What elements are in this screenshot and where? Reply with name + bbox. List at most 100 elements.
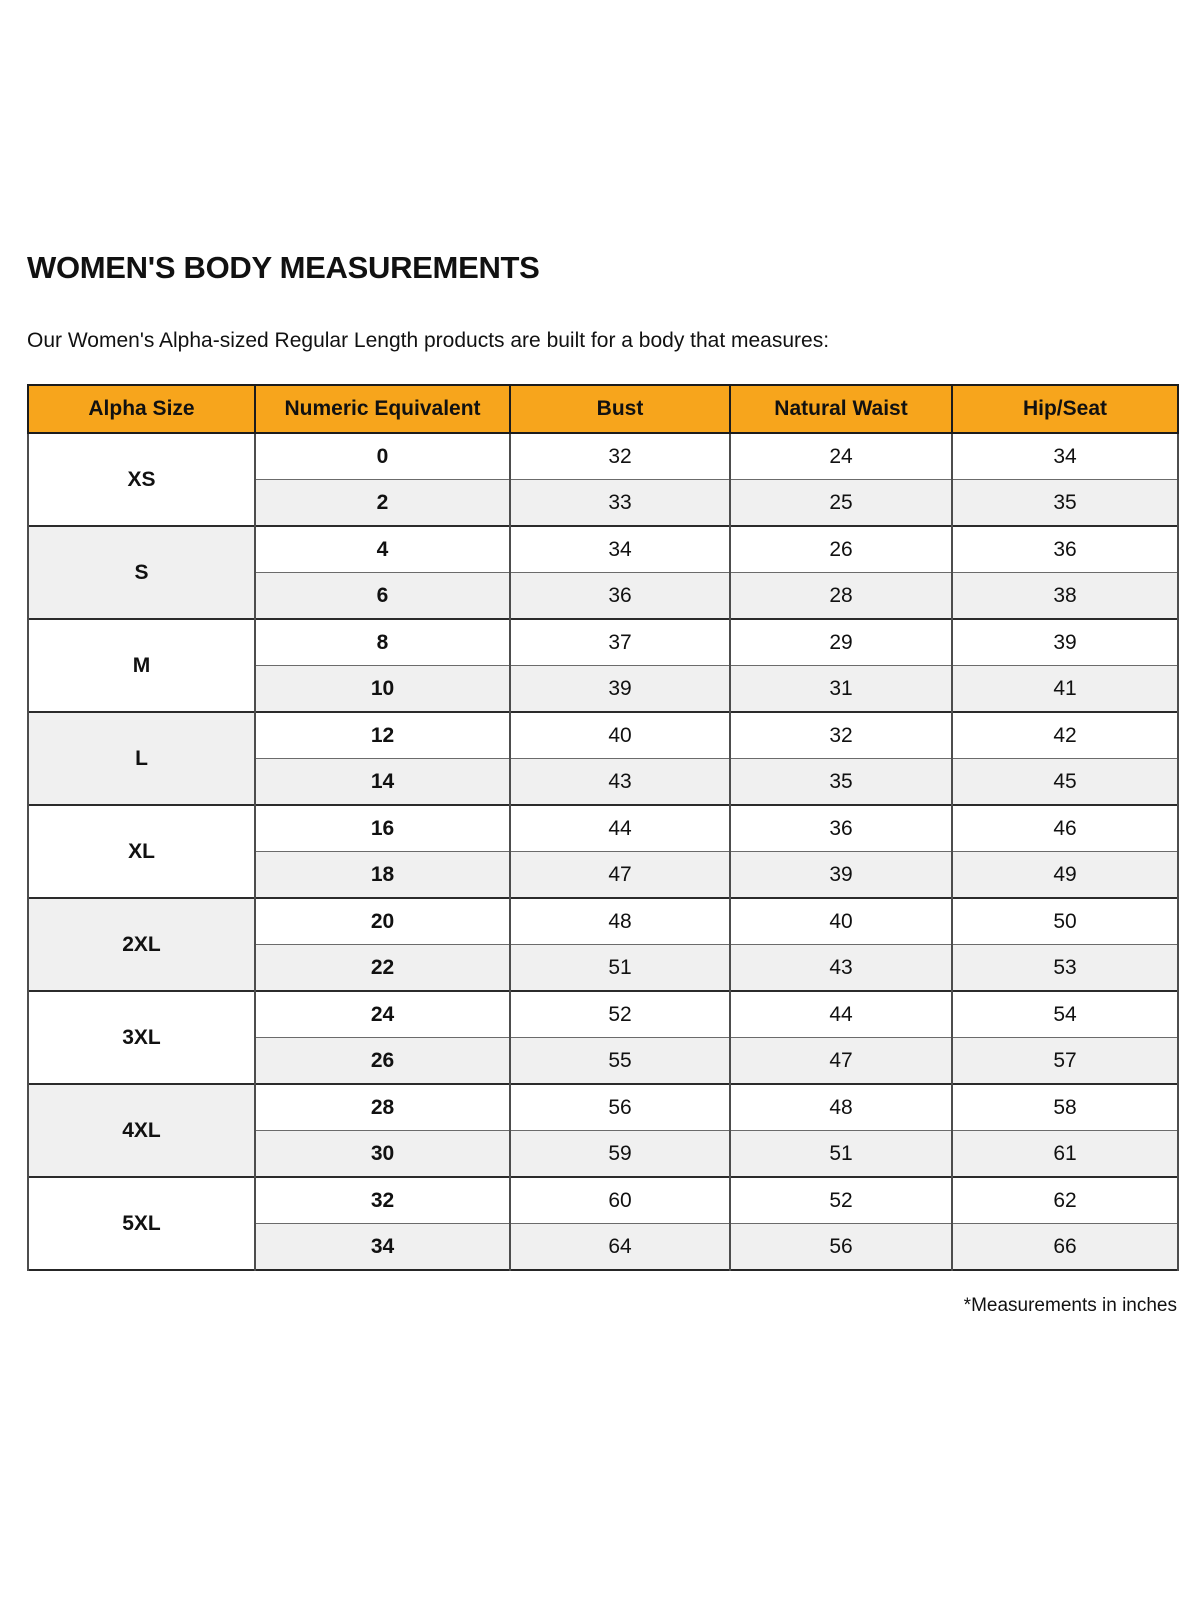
waist-cell: 39	[729, 851, 953, 898]
col-header-hip-seat: Hip/Seat	[951, 384, 1179, 434]
numeric-cell: 2	[254, 479, 511, 526]
hip-cell: 58	[951, 1083, 1179, 1131]
hip-cell: 49	[951, 851, 1179, 898]
waist-cell: 44	[729, 990, 953, 1038]
table-row: 2XL 20 48 40 50	[27, 897, 1179, 991]
waist-cell: 40	[729, 897, 953, 945]
numeric-cell: 14	[254, 758, 511, 805]
hip-cell: 39	[951, 618, 1179, 666]
numeric-cell: 28	[254, 1083, 511, 1131]
table-row: 3XL 24 52 44 54	[27, 990, 1179, 1084]
table-row: 5XL 32 60 52 62	[27, 1176, 1179, 1270]
bust-cell: 51	[509, 944, 731, 991]
waist-cell: 36	[729, 804, 953, 852]
numeric-cell: 6	[254, 572, 511, 619]
table-row: 26 55 47 57	[28, 1037, 1179, 1084]
hip-cell: 41	[951, 665, 1179, 712]
hip-cell: 38	[951, 572, 1179, 619]
waist-cell: 35	[729, 758, 953, 805]
bust-cell: 39	[509, 665, 731, 712]
waist-cell: 24	[729, 432, 953, 480]
hip-cell: 66	[951, 1223, 1179, 1270]
waist-cell: 28	[729, 572, 953, 619]
waist-cell: 51	[729, 1130, 953, 1177]
alpha-size-cell: L	[27, 711, 256, 805]
numeric-cell: 4	[254, 525, 511, 573]
numeric-cell: 10	[254, 665, 511, 712]
hip-cell: 36	[951, 525, 1179, 573]
numeric-cell: 30	[254, 1130, 511, 1177]
table-row: 18 47 39 49	[28, 851, 1179, 898]
page-title: WOMEN'S BODY MEASUREMENTS	[27, 250, 540, 285]
waist-cell: 25	[729, 479, 953, 526]
table-row: XS 0 32 24 34	[27, 432, 1179, 526]
numeric-cell: 32	[254, 1176, 511, 1224]
bust-cell: 59	[509, 1130, 731, 1177]
bust-cell: 44	[509, 804, 731, 852]
waist-cell: 32	[729, 711, 953, 759]
table-row: 14 43 35 45	[28, 758, 1179, 805]
table-header-row: Alpha Size Numeric Equivalent Bust Natur…	[27, 384, 1179, 434]
waist-cell: 52	[729, 1176, 953, 1224]
bust-cell: 55	[509, 1037, 731, 1084]
alpha-size-cell: M	[27, 618, 256, 712]
numeric-cell: 26	[254, 1037, 511, 1084]
bust-cell: 43	[509, 758, 731, 805]
waist-cell: 29	[729, 618, 953, 666]
measurements-footnote: *Measurements in inches	[963, 1295, 1177, 1316]
numeric-cell: 18	[254, 851, 511, 898]
bust-cell: 37	[509, 618, 731, 666]
table-row: M 8 37 29 39	[27, 618, 1179, 712]
waist-cell: 47	[729, 1037, 953, 1084]
womens-body-measurements-table: Alpha Size Numeric Equivalent Bust Natur…	[27, 384, 1179, 1271]
numeric-cell: 12	[254, 711, 511, 759]
hip-cell: 42	[951, 711, 1179, 759]
hip-cell: 54	[951, 990, 1179, 1038]
alpha-size-cell: S	[27, 525, 256, 619]
numeric-cell: 22	[254, 944, 511, 991]
table-row: 2 33 25 35	[28, 479, 1179, 526]
bust-cell: 36	[509, 572, 731, 619]
waist-cell: 48	[729, 1083, 953, 1131]
hip-cell: 45	[951, 758, 1179, 805]
hip-cell: 46	[951, 804, 1179, 852]
waist-cell: 43	[729, 944, 953, 991]
alpha-size-cell: 5XL	[27, 1176, 256, 1270]
waist-cell: 26	[729, 525, 953, 573]
hip-cell: 35	[951, 479, 1179, 526]
table-row: 10 39 31 41	[28, 665, 1179, 712]
bust-cell: 33	[509, 479, 731, 526]
table-row: 22 51 43 53	[28, 944, 1179, 991]
bust-cell: 60	[509, 1176, 731, 1224]
alpha-size-cell: XS	[27, 432, 256, 526]
bust-cell: 48	[509, 897, 731, 945]
bust-cell: 47	[509, 851, 731, 898]
bust-cell: 52	[509, 990, 731, 1038]
table-row: L 12 40 32 42	[27, 711, 1179, 805]
alpha-size-cell: 4XL	[27, 1083, 256, 1177]
numeric-cell: 8	[254, 618, 511, 666]
numeric-cell: 34	[254, 1223, 511, 1270]
hip-cell: 50	[951, 897, 1179, 945]
table-row: 34 64 56 66	[28, 1223, 1179, 1270]
hip-cell: 53	[951, 944, 1179, 991]
table-row: 6 36 28 38	[28, 572, 1179, 619]
hip-cell: 61	[951, 1130, 1179, 1177]
numeric-cell: 24	[254, 990, 511, 1038]
bust-cell: 56	[509, 1083, 731, 1131]
table-row: 4XL 28 56 48 58	[27, 1083, 1179, 1177]
numeric-cell: 16	[254, 804, 511, 852]
hip-cell: 34	[951, 432, 1179, 480]
table-row: XL 16 44 36 46	[27, 804, 1179, 898]
bust-cell: 40	[509, 711, 731, 759]
col-header-alpha-size: Alpha Size	[27, 384, 256, 434]
alpha-size-cell: 2XL	[27, 897, 256, 991]
page-subtitle: Our Women's Alpha-sized Regular Length p…	[27, 329, 830, 352]
alpha-size-cell: XL	[27, 804, 256, 898]
col-header-bust: Bust	[509, 384, 731, 434]
waist-cell: 31	[729, 665, 953, 712]
alpha-size-cell: 3XL	[27, 990, 256, 1084]
table-row: 30 59 51 61	[28, 1130, 1179, 1177]
hip-cell: 57	[951, 1037, 1179, 1084]
